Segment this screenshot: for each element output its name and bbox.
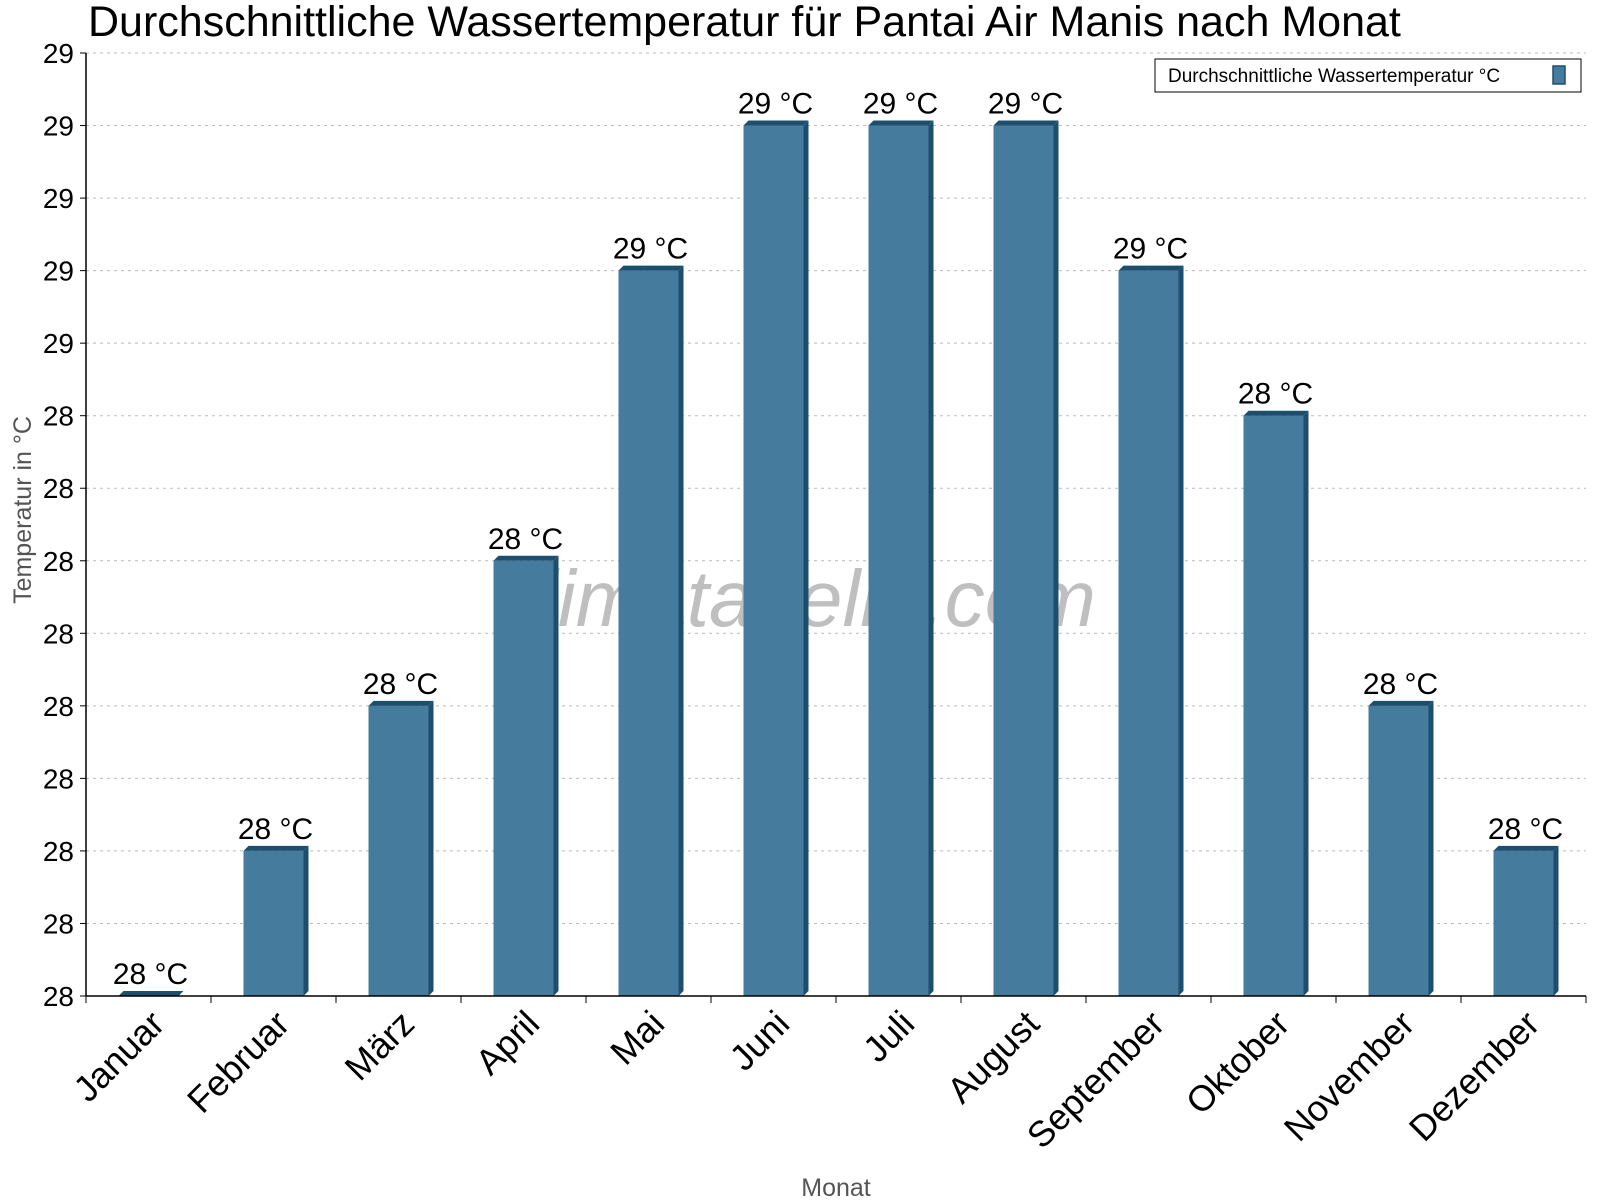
- bar-group: [243, 845, 309, 996]
- legend: Durchschnittliche Wassertemperatur °C: [1154, 58, 1582, 93]
- bar-group: [118, 991, 184, 996]
- x-tick-label: September: [1019, 1003, 1173, 1157]
- bar: [1368, 705, 1429, 996]
- bar-top: [243, 845, 309, 851]
- y-tick-label: 28: [43, 401, 74, 432]
- bar-group: [493, 555, 559, 996]
- bar-top: [368, 700, 434, 706]
- y-tick-label: 29: [43, 38, 74, 69]
- bar-side: [1553, 845, 1559, 996]
- bar: [993, 125, 1054, 997]
- y-tick-label: 29: [43, 256, 74, 287]
- x-tick-label: Dezember: [1401, 1003, 1547, 1149]
- data-label: 29 °C: [988, 88, 1063, 121]
- data-label: 29 °C: [1113, 233, 1188, 266]
- y-axis-title: Temperatur in °C: [9, 416, 37, 604]
- bar-top: [1243, 410, 1309, 416]
- y-tick-label: 28: [43, 763, 74, 794]
- y-axis-ticks: 28 28 28 28 28 28 28 28 28 29 29 29 29 29: [43, 38, 86, 1012]
- bar-side: [1428, 700, 1434, 996]
- bar-series: 28 °C 28 °C 28 °C 28 °C 29 °C 29 °C 29 °C 29 °C…: [113, 88, 1563, 997]
- x-tick-label: Februar: [179, 1003, 297, 1121]
- bar-side: [1303, 410, 1309, 996]
- legend-swatch: [1552, 65, 1566, 85]
- legend-label: Durchschnittliche Wassertemperatur °C: [1168, 66, 1500, 87]
- bar-top: [618, 265, 684, 271]
- data-label: 28 °C: [1488, 813, 1563, 846]
- bar-group: [1118, 265, 1184, 997]
- bar-top: [743, 120, 809, 126]
- bar: [618, 270, 679, 997]
- bar-group: [618, 265, 684, 997]
- bar-side: [928, 120, 934, 997]
- bar-top: [1368, 700, 1434, 706]
- x-tick-label: August: [939, 1003, 1047, 1111]
- bar-top: [993, 120, 1059, 126]
- data-label: 28 °C: [113, 958, 188, 991]
- y-tick-label: 28: [43, 473, 74, 504]
- bar-top: [1118, 265, 1184, 271]
- x-tick-label: Mai: [602, 1003, 672, 1073]
- bar-top: [1493, 845, 1559, 851]
- data-label: 28 °C: [488, 523, 563, 556]
- data-label: 29 °C: [613, 233, 688, 266]
- bar: [868, 125, 929, 997]
- x-tick-label: November: [1276, 1003, 1422, 1149]
- data-label: 29 °C: [863, 88, 938, 121]
- bar-side: [553, 555, 559, 996]
- data-label: 29 °C: [738, 88, 813, 121]
- chart-title: Durchschnittliche Wassertemperatur für P…: [88, 0, 1401, 46]
- bar-side: [678, 265, 684, 997]
- bar-group: [868, 120, 934, 997]
- x-tick-label: Juli: [855, 1003, 922, 1070]
- x-axis-ticks: Januar Februar März April Mai Juni Juli AugustS…: [65, 996, 1587, 1157]
- bar-side: [803, 120, 809, 997]
- bar-group: [368, 700, 434, 996]
- y-tick-label: 29: [43, 183, 74, 214]
- bar: [1493, 850, 1554, 996]
- bar: [243, 850, 304, 996]
- x-tick-label: Januar: [65, 1003, 172, 1110]
- bar-side: [303, 845, 309, 996]
- bar: [368, 705, 429, 996]
- data-label: 28 °C: [363, 668, 438, 701]
- x-tick-label: April: [467, 1003, 547, 1083]
- y-tick-label: 28: [43, 546, 74, 577]
- bar: [1243, 415, 1304, 996]
- bar-top: [118, 991, 184, 996]
- bar-group: [743, 120, 809, 997]
- y-tick-label: 28: [43, 836, 74, 867]
- bar-side: [1178, 265, 1184, 997]
- x-tick-label: März: [337, 1003, 423, 1089]
- axes: [85, 53, 1586, 997]
- y-tick-label: 28: [43, 981, 74, 1012]
- y-tick-label: 29: [43, 328, 74, 359]
- data-label: 28 °C: [238, 813, 313, 846]
- bar-group: [993, 120, 1059, 997]
- bar-group: [1368, 700, 1434, 996]
- data-label: 28 °C: [1238, 378, 1313, 411]
- y-tick-label: 29: [43, 111, 74, 142]
- x-axis-title: Monat: [801, 1174, 871, 1200]
- bar-group: [1243, 410, 1309, 996]
- bar-top: [868, 120, 934, 126]
- y-tick-label: 28: [43, 908, 74, 939]
- bar-top: [493, 555, 559, 561]
- bar-side: [1053, 120, 1059, 997]
- x-tick-label: Juni: [721, 1003, 797, 1079]
- y-tick-label: 28: [43, 618, 74, 649]
- bar-side: [428, 700, 434, 996]
- y-tick-label: 28: [43, 691, 74, 722]
- bar-group: [1493, 845, 1559, 996]
- legend-box: [1154, 58, 1582, 93]
- data-label: 28 °C: [1363, 668, 1438, 701]
- x-tick-label: Oktober: [1178, 1003, 1298, 1123]
- bar: [493, 560, 554, 996]
- grid-lines: [86, 52, 1586, 924]
- bar: [1118, 270, 1179, 997]
- bar: [743, 125, 804, 997]
